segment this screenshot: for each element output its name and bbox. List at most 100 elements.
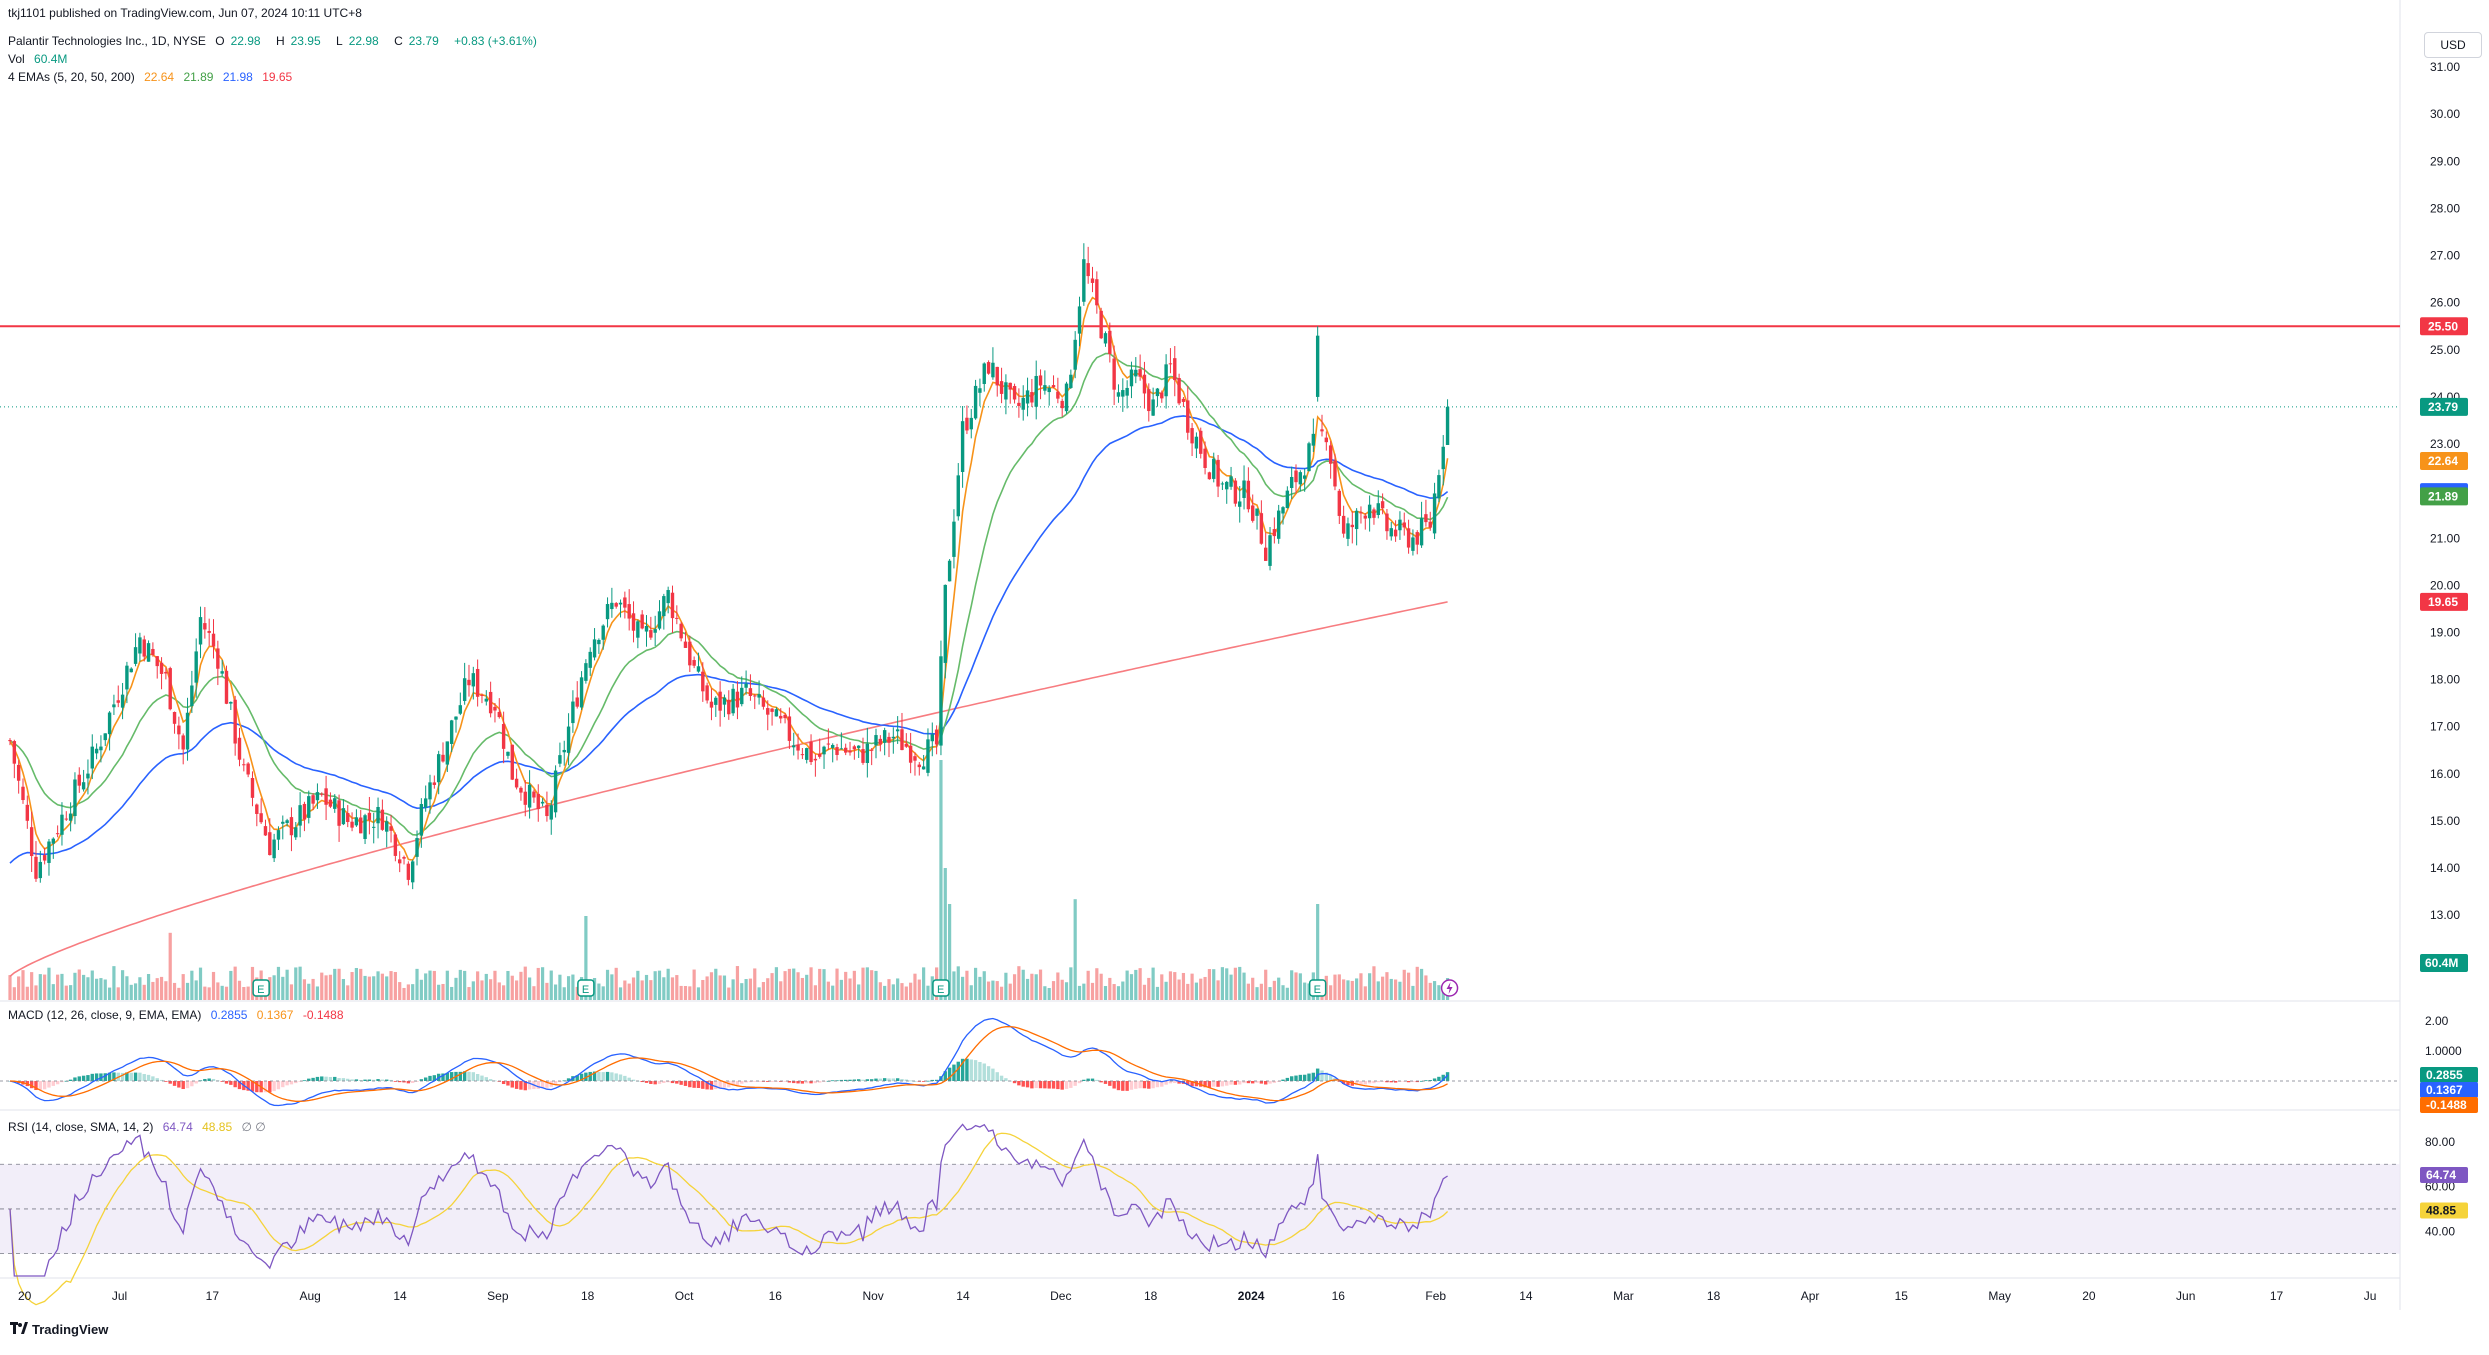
candle-body [120,694,125,708]
volume-bar [796,972,800,1000]
macd-hist-bar [1220,1081,1225,1087]
volume-bar [346,985,350,1000]
candle-body [978,388,982,393]
time-axis-label: 18 [581,1289,595,1303]
candle-body [1242,480,1246,498]
earnings-marker[interactable]: E [252,979,270,997]
symbol-name[interactable]: Palantir Technologies Inc., 1D, NYSE [8,34,206,48]
candle-body [64,818,68,820]
currency-selector[interactable]: USD [2424,32,2482,58]
candle-body [623,597,627,608]
macd-hist-bar [783,1081,787,1082]
volume-bar [1121,981,1125,1000]
candle-body [532,791,536,798]
volume-bar [982,971,986,1000]
time-axis-label: 17 [206,1289,220,1303]
volume-bar [1203,976,1207,1000]
macd-hist-bar [740,1081,744,1084]
macd-hist-bar [151,1076,155,1081]
macd-hist-bar [250,1081,255,1092]
candle-body [38,861,43,879]
volume-bar [688,986,692,1000]
candle-body [1199,430,1203,454]
volume-bar [948,904,952,1000]
macd-hist-bar [458,1071,463,1081]
candle-body [714,697,718,705]
candle-body [1173,358,1177,381]
macd-hist-bar [792,1081,796,1084]
macd-hist-bar [688,1081,692,1088]
macd-hist-bar [519,1081,523,1090]
volume-bar [129,984,133,1000]
volume-legend[interactable]: Vol 60.4M [8,52,73,66]
candle-body [1051,385,1056,388]
volume-bar [1316,904,1320,1000]
macd-hist-bar [333,1076,337,1081]
earnings-marker[interactable]: E [1308,979,1327,997]
volume-bar [1242,972,1246,1000]
candle-body [843,747,848,753]
candle-body [1099,310,1103,339]
tradingview-logo[interactable]: TradingView [10,1322,108,1337]
candle-body [848,750,852,753]
macd-hist-bar [423,1077,428,1081]
volume-bar [792,968,796,1000]
volume-bar [1259,983,1263,1000]
macd-hist-bar [1328,1075,1333,1081]
candle-body [198,617,203,645]
rsi-legend[interactable]: RSI (14, close, SMA, 14, 2) 64.74 48.85 … [8,1120,272,1134]
candle-body [1021,397,1025,410]
volume-bar [242,986,246,1000]
macd-hist-bar [1095,1079,1099,1081]
candle-body [337,800,341,826]
candle-body [805,748,809,760]
macd-hist-bar [592,1071,597,1081]
candle-body [410,861,415,883]
macd-hist-bar [1108,1081,1112,1086]
volume-bar [138,977,142,1000]
volume-bar [883,985,887,1000]
time-axis-label: May [1988,1289,2011,1303]
time-axis-label: 2024 [1238,1289,1265,1303]
ema-legend[interactable]: 4 EMAs (5, 20, 50, 200) 22.64 21.89 21.9… [8,70,298,84]
volume-bar [1151,967,1155,1000]
price-badge [2420,317,2468,336]
volume-bar [831,985,835,1000]
candle-body [298,805,302,826]
volume-bar [1069,967,1073,1000]
macd-legend[interactable]: MACD (12, 26, close, 9, EMA, EMA) 0.2855… [8,1008,350,1022]
volume-bar [363,975,367,1000]
volume-bar [1043,986,1047,1000]
earnings-marker[interactable]: E [577,979,595,997]
high-label: H [275,34,285,48]
earnings-marker[interactable]: E [932,979,950,997]
macd-signal-line [9,1025,1448,1102]
volume-bar [995,981,999,1000]
candle-body [311,795,315,804]
volume-bar [77,969,81,1000]
candle-body [1376,503,1380,515]
macd-hist-bar [410,1081,415,1083]
volume-badge [2420,954,2468,972]
volume-bar [783,971,787,1000]
macd-hist-bar [618,1074,623,1081]
time-axis-label: Apr [1801,1289,1820,1303]
macd-hist-bar [125,1072,129,1081]
candle-body [233,699,237,744]
volume-bar [47,967,51,1000]
candle-body [666,590,670,604]
candle-body [458,705,463,714]
rsi-badge [2420,1166,2468,1183]
candle-body [1212,458,1216,479]
time-axis-label: 20 [18,1289,32,1303]
candle-body [558,755,562,764]
macd-hist-bar [164,1081,168,1082]
candle-body [1138,369,1142,377]
symbol-legend[interactable]: Palantir Technologies Inc., 1D, NYSE O 22… [8,34,543,48]
volume-bar [917,979,921,1000]
candle-body [172,712,177,724]
macd-hist-bar [900,1079,904,1081]
volume-bar [151,981,155,1000]
